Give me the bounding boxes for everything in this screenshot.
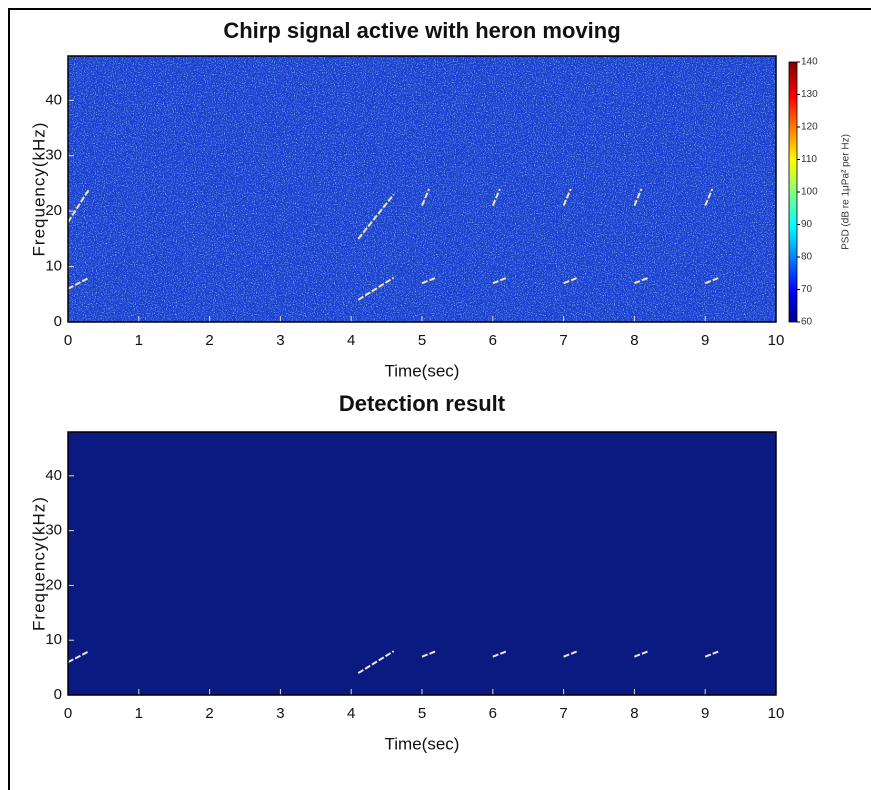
chirp [357,193,395,240]
x-tick-label: 2 [205,332,213,349]
x-tick-label: 5 [418,332,426,349]
frame [8,8,871,790]
y-axis-label: Frequency(kHz) [29,496,48,631]
chirp [563,276,579,285]
colorbar-tick-label: 80 [801,252,813,263]
y-tick-label: 30 [45,522,62,539]
y-tick-label: 20 [45,576,62,593]
y-tick-label: 10 [45,631,62,648]
chirp [563,650,579,658]
x-tick-label: 1 [135,332,143,349]
chirp [491,188,501,207]
chirp [492,650,508,658]
chirp [704,188,714,207]
chirp [634,276,649,285]
chirp [67,650,90,664]
chirp [67,276,90,290]
chirp [357,650,395,674]
x-tick-label: 10 [768,332,785,349]
x-axis-label: Time(sec) [385,361,460,380]
chirp [634,650,649,658]
colorbar-tick-label: 100 [801,187,818,198]
x-tick-label: 8 [630,705,638,722]
colorbar-tick-label: 110 [801,154,817,165]
x-tick-label: 0 [64,705,72,722]
colorbar-tick-label: 130 [801,89,818,100]
plot-border [67,55,777,323]
noise-texture [68,56,776,322]
colorbar-tick-label: 90 [801,219,813,230]
chirp [67,188,91,223]
chirp [421,650,437,658]
x-tick-label: 9 [701,705,709,722]
x-tick-label: 6 [489,332,497,349]
y-tick-label: 10 [45,258,62,275]
chirp [704,650,720,658]
chirp [421,276,437,285]
chirp [492,276,508,285]
colorbar-tick-label: 120 [801,122,818,133]
x-tick-label: 2 [205,705,213,722]
plot-background [68,432,776,695]
y-tick-label: 30 [45,147,62,164]
x-tick-label: 5 [418,705,426,722]
y-tick-label: 40 [45,91,62,108]
colorbar-tick-label: 60 [801,317,813,328]
y-tick-label: 20 [45,202,62,219]
x-tick-label: 7 [559,332,567,349]
x-axis-label: Time(sec) [385,734,460,753]
x-tick-label: 4 [347,705,355,722]
y-tick-label: 40 [45,467,62,484]
x-tick-label: 6 [489,705,497,722]
plot-border [67,431,777,696]
chart-title: Detection result [339,391,506,416]
y-tick-label: 0 [54,313,62,330]
y-tick-label: 0 [54,686,62,703]
colorbar-label: PSD (dB re 1μPa² per Hz) [841,134,852,250]
x-tick-label: 4 [347,332,355,349]
x-tick-label: 9 [701,332,709,349]
chirp [562,188,572,207]
colorbar [788,61,798,323]
x-tick-label: 0 [64,332,72,349]
x-tick-label: 10 [768,705,785,722]
colorbar-tick-label: 140 [801,57,818,68]
x-tick-label: 1 [135,705,143,722]
chirp [704,276,720,285]
chirp [421,188,431,207]
x-tick-label: 8 [630,332,638,349]
x-tick-label: 3 [276,705,284,722]
x-tick-label: 3 [276,332,284,349]
colorbar-tick-label: 70 [801,284,813,295]
chart-title: Chirp signal active with heron moving [223,18,620,43]
chirp [633,188,643,207]
chirp [357,276,395,301]
x-tick-label: 7 [559,705,567,722]
y-axis-label: Frequency(kHz) [29,122,48,257]
